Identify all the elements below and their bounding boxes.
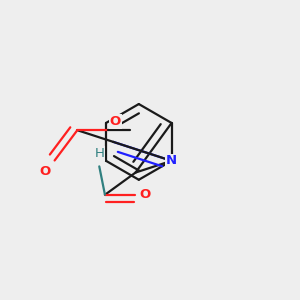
Text: N: N	[166, 154, 177, 167]
Text: O: O	[39, 165, 50, 178]
Text: N: N	[166, 154, 177, 167]
Text: H: H	[94, 147, 104, 160]
Text: O: O	[140, 188, 151, 201]
Text: O: O	[110, 115, 121, 128]
